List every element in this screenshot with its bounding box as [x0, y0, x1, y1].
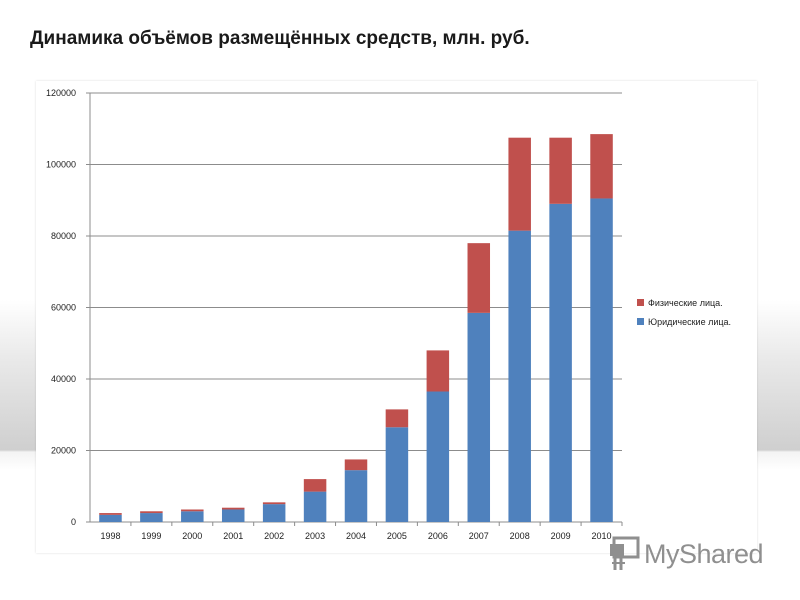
x-tick-label: 2006: [428, 531, 448, 541]
bar-legal-entities: [385, 427, 409, 522]
bar-legal-entities: [426, 391, 450, 522]
y-tick-label: 120000: [46, 88, 76, 98]
x-tick-label: 2003: [305, 531, 325, 541]
bar-individuals: [467, 243, 491, 313]
bar-individuals: [590, 134, 613, 199]
bar-legal-entities: [181, 511, 204, 522]
bar-legal-entities: [262, 504, 286, 522]
legend-label: Юридические лица.: [648, 317, 731, 327]
bar-individuals: [140, 511, 163, 514]
bar-legal-entities: [140, 513, 163, 522]
bar-individuals: [221, 507, 245, 510]
bar-individuals: [181, 509, 204, 512]
x-tick-label: 2009: [551, 531, 571, 541]
y-tick-label: 80000: [51, 231, 76, 241]
bar-individuals: [344, 459, 368, 471]
y-tick-label: 100000: [46, 160, 76, 170]
x-tick-label: 2002: [264, 531, 284, 541]
bar-legal-entities: [221, 509, 245, 522]
x-tick-label: 1999: [141, 531, 161, 541]
x-tick-label: 2001: [223, 531, 243, 541]
bar-individuals: [385, 409, 409, 428]
y-tick-label: 40000: [51, 374, 76, 384]
bar-legal-entities: [467, 312, 491, 522]
legend-swatch: [637, 318, 644, 325]
bar-legal-entities: [508, 230, 531, 522]
bar-legal-entities: [99, 514, 122, 522]
bar-legal-entities: [303, 491, 327, 522]
x-tick-label: 2005: [387, 531, 407, 541]
x-tick-label: 1998: [100, 531, 120, 541]
y-tick-label: 0: [71, 517, 76, 527]
x-tick-label: 2010: [592, 531, 612, 541]
chart-panel: 0 20000 40000 60000 80000 100000 120000 1998 199…: [36, 81, 757, 553]
stacked-bar-chart: 0 20000 40000 60000 80000 100000 120000 1998 199…: [46, 88, 731, 541]
bar-legal-entities: [344, 470, 368, 522]
bar-individuals: [508, 137, 531, 231]
x-tick-label: 2004: [346, 531, 366, 541]
x-tick-label: 2000: [182, 531, 202, 541]
bar-legal-entities: [590, 198, 613, 522]
bar-individuals: [426, 350, 450, 392]
bar-individuals: [303, 479, 327, 492]
bar-individuals: [262, 502, 286, 505]
bar-individuals: [549, 137, 572, 204]
legend-swatch: [637, 299, 644, 306]
legend-label: Физические лица.: [648, 298, 723, 308]
x-tick-label: 2008: [510, 531, 530, 541]
bar-individuals: [99, 513, 122, 515]
watermark: MyShared: [608, 536, 764, 572]
x-tick-label: 2007: [469, 531, 489, 541]
watermark-text: MyShared: [644, 538, 764, 569]
presentation-board-icon: [610, 536, 640, 570]
page-title: Динамика объёмов размещённых средств, мл…: [30, 28, 530, 49]
y-tick-label: 20000: [51, 446, 76, 456]
y-tick-label: 60000: [51, 303, 76, 313]
bar-legal-entities: [549, 203, 572, 522]
